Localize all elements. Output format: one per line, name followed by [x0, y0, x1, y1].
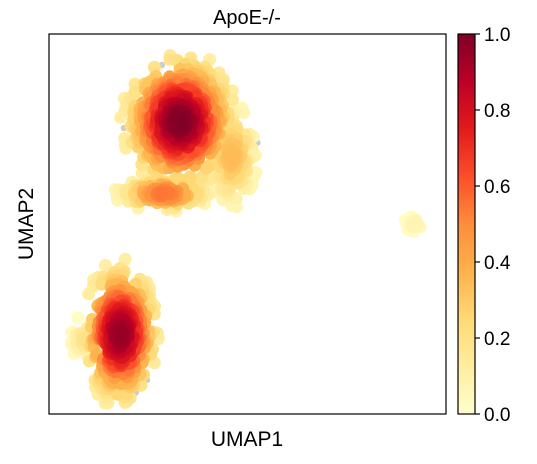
- colorbar-tick-label: 0.6: [484, 177, 510, 198]
- colorbar-tick-label: 1.0: [484, 25, 510, 46]
- scatter-point: [199, 161, 213, 175]
- colorbar-tick-label: 0.2: [484, 329, 510, 350]
- colorbar-tick-label: 0.0: [484, 405, 510, 426]
- scatter-point: [408, 216, 422, 230]
- scatter-point: [223, 147, 237, 161]
- plot-frame: [48, 33, 447, 415]
- scatter-point: [98, 259, 112, 272]
- scatter-point: [154, 186, 168, 200]
- scatter-point: [128, 85, 142, 99]
- scatter-points: [65, 49, 427, 410]
- colorbar-tick-label: 0.4: [484, 253, 511, 274]
- y-axis-label: UMAP2: [15, 188, 38, 260]
- scatter-point: [113, 330, 127, 344]
- colorbar-tick-label: 0.8: [484, 101, 510, 122]
- colorbar-ticks: 0.0 0.2 0.4 0.6 0.8 1.0: [475, 25, 511, 426]
- x-axis-label: UMAP1: [211, 428, 283, 451]
- scatter-point: [71, 311, 85, 325]
- scatter-point: [183, 170, 197, 184]
- scatter-point: [174, 115, 188, 129]
- colorbar: [457, 33, 476, 415]
- scatter-point: [171, 171, 185, 185]
- chart-title: ApoE-/-: [213, 7, 281, 29]
